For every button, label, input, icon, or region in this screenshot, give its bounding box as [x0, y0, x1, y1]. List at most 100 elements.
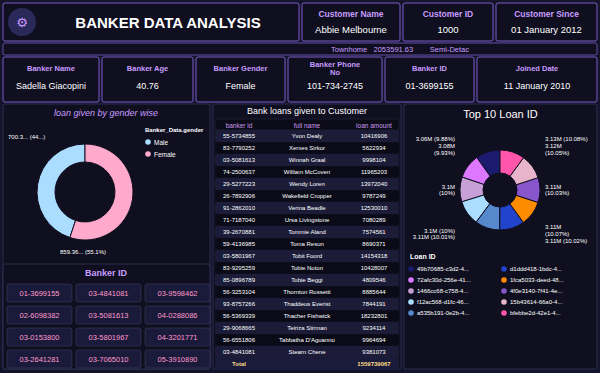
icon: ⚙ [16, 15, 28, 30]
text-line: Joined Date [516, 64, 559, 73]
legend-swatch [408, 288, 414, 294]
text-line: 29-9068665 [223, 325, 256, 331]
table-cell: Thaddeus Everist [284, 301, 331, 307]
text-line: Banker ID [85, 268, 128, 278]
text-line: 83-7790252 [223, 145, 256, 151]
legend-swatch [501, 288, 507, 294]
text-line: Banker Name [27, 64, 75, 73]
id-text: 05-3910890 [157, 355, 197, 364]
id-text: 03-4841081 [88, 289, 128, 298]
table-row [215, 214, 399, 226]
id-cell [76, 328, 141, 346]
legend-swatch [501, 299, 507, 305]
legend-entry: a535b191-0e2b-4... [417, 310, 470, 316]
text-line: banker id [226, 121, 253, 128]
legend-entry: f12ac568-d1fc-46... [417, 299, 469, 305]
id-text: 03-5081613 [88, 311, 128, 320]
text-line: 56-6551806 [223, 337, 256, 343]
text-line: 10428007 [361, 265, 388, 271]
table-cell: Wakefield Cropper [282, 193, 331, 199]
table-row [215, 226, 399, 238]
legend-swatch [408, 277, 414, 283]
table-cell: 56-3253104 [223, 289, 256, 295]
detail-value: Sadella Giacopini [16, 81, 86, 91]
legend-entry: 15b43614-66a0-4... [510, 299, 563, 305]
chart-title: Bank loans given to Customer [247, 106, 367, 116]
text-line: 03-5801967 [223, 253, 256, 259]
text-line: 101-734-2745 [307, 81, 363, 91]
id-cell [145, 306, 210, 324]
annotation: 3.06M (9.88%)3.08M(9.93%) [416, 136, 455, 156]
id-cell [7, 328, 72, 346]
text-line: Banker ID [412, 64, 448, 73]
table-cell: 12530010 [361, 205, 388, 211]
detail-box [102, 57, 193, 102]
text-line: (10.05%) [545, 150, 569, 156]
text-line: 3.1M [442, 184, 455, 190]
table-cell: Yvon Dealy [292, 133, 322, 139]
table-row [215, 202, 399, 214]
text-line: d1ddd418-1bdc-4... [510, 266, 562, 272]
text-line: Customer Name [318, 9, 383, 19]
text-line: Tobie Beggi [291, 277, 322, 283]
text-line: 7844191 [362, 301, 386, 307]
text-line: Ursa Livingstone [285, 217, 330, 223]
detail-label: Banker Name [27, 64, 75, 73]
slice [500, 150, 524, 176]
text-line: 03-0153800 [19, 333, 59, 342]
table-row [215, 166, 399, 178]
id-cell [145, 328, 210, 346]
text-line: 14154318 [361, 253, 388, 259]
text-line: Thaddeus Everist [284, 301, 331, 307]
legend-swatch [408, 310, 414, 316]
table-cell: 91-2862010 [223, 205, 256, 211]
text-line: 74-2500637 [223, 169, 256, 175]
table-cell: 9998104 [362, 157, 386, 163]
table-cell: Thacher Fishwick [284, 313, 332, 319]
detail-value: 01-3699155 [405, 81, 453, 91]
text-line: 29-5277223 [223, 181, 256, 187]
text-line: 5622934 [362, 145, 386, 151]
table-cell: 8690371 [362, 241, 386, 247]
text-line: Stearn Chene [288, 349, 326, 355]
text-line: bfebbe2d-42e1-4... [510, 310, 561, 316]
table-cell: 9964694 [362, 337, 386, 343]
text-line: 3.11M (10.01%) [413, 234, 455, 240]
chart-title: loan given by gender wise [54, 108, 158, 118]
detail-box [385, 57, 474, 102]
legend-swatch [408, 266, 414, 272]
table-cell: 29-5277223 [223, 181, 256, 187]
text-line: 59-4136985 [223, 241, 256, 247]
text-line: Yvon Dealy [292, 133, 322, 139]
table-cell: 03-4841081 [223, 349, 256, 355]
id-cell [76, 284, 141, 302]
table-cell: 26-7892906 [223, 193, 256, 199]
text-line: No [330, 68, 340, 77]
annotation: 3.1M (10%)3.11M (10.01%) [413, 228, 455, 241]
text-line: 85-0896789 [223, 277, 256, 283]
table-cell: 29-9068665 [223, 325, 256, 331]
text-line: 1559739067 [357, 361, 391, 367]
id-text: 02-6098382 [19, 311, 59, 320]
text-line: 13972040 [361, 181, 388, 187]
detail-label: Banker PhoneNo [310, 59, 360, 77]
detail-value: 101-734-2745 [307, 81, 363, 91]
field-box [496, 3, 597, 41]
table-cell: 8885644 [362, 289, 386, 295]
text-line: William McCoven [284, 169, 330, 175]
text-line: Thornton Rossetti [283, 289, 330, 295]
table-cell: 74-2500637 [223, 169, 256, 175]
id-cell [76, 350, 141, 368]
field-label: Customer Since [514, 9, 579, 19]
text-line: 03-9598462 [157, 289, 197, 298]
table-cell: 56-5369339 [223, 313, 256, 319]
table-row [215, 334, 399, 346]
field-value: Abbie Melbourne [315, 24, 387, 35]
text-line: 05-3910890 [157, 355, 197, 364]
text-line: 7574561 [362, 229, 386, 235]
id-text: 04-3201771 [157, 333, 197, 342]
text-line: 859.36... (55.1%) [60, 249, 106, 255]
table-cell: 03-5801967 [223, 253, 256, 259]
text-line: Toma Resun [290, 241, 324, 247]
data-label: 700.3... (44...) [8, 134, 45, 140]
